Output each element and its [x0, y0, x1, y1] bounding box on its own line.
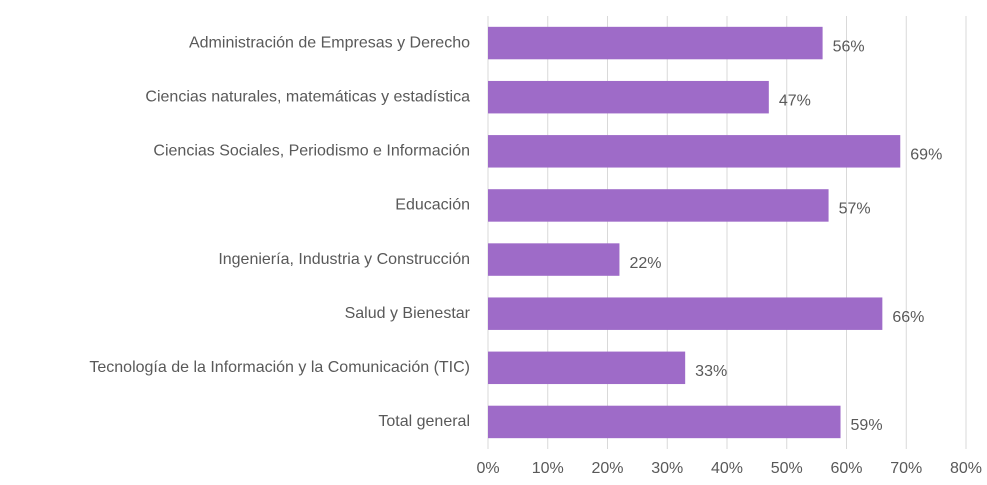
data-label: 69%	[910, 147, 942, 164]
y-tick-label: Total general	[378, 413, 470, 430]
x-tick-label: 80%	[950, 460, 982, 477]
x-tick-label: 10%	[532, 460, 564, 477]
x-tick-label: 40%	[711, 460, 743, 477]
y-tick-label: Salud y Bienestar	[345, 305, 471, 322]
data-label: 22%	[629, 255, 661, 272]
data-label: 33%	[695, 363, 727, 380]
data-label: 66%	[892, 309, 924, 326]
bar	[488, 189, 829, 222]
data-label: 57%	[839, 201, 871, 218]
data-label: 47%	[779, 92, 811, 109]
y-tick-label: Tecnología de la Información y la Comuni…	[89, 359, 470, 376]
bar	[488, 405, 841, 439]
x-tick-label: 70%	[890, 460, 922, 477]
x-tick-label: 20%	[591, 460, 623, 477]
x-tick-label: 50%	[771, 460, 803, 477]
bar	[488, 26, 823, 60]
y-tick-label: Educación	[395, 197, 470, 214]
y-tick-label: Ingeniería, Industria y Construcción	[218, 251, 470, 268]
x-tick-label: 0%	[476, 460, 499, 477]
y-tick-label: Ciencias Sociales, Periodismo e Informac…	[153, 143, 470, 160]
bar	[488, 351, 686, 385]
bar	[488, 297, 883, 330]
y-tick-label: Administración de Empresas y Derecho	[189, 34, 470, 51]
bar	[488, 80, 769, 114]
bar	[488, 135, 901, 168]
y-tick-label: Ciencias naturales, matemáticas y estadí…	[145, 88, 470, 105]
x-tick-label: 60%	[830, 460, 862, 477]
data-label: 59%	[851, 417, 883, 434]
x-tick-label: 30%	[651, 460, 683, 477]
data-label: 56%	[833, 38, 865, 55]
bar	[488, 243, 620, 276]
